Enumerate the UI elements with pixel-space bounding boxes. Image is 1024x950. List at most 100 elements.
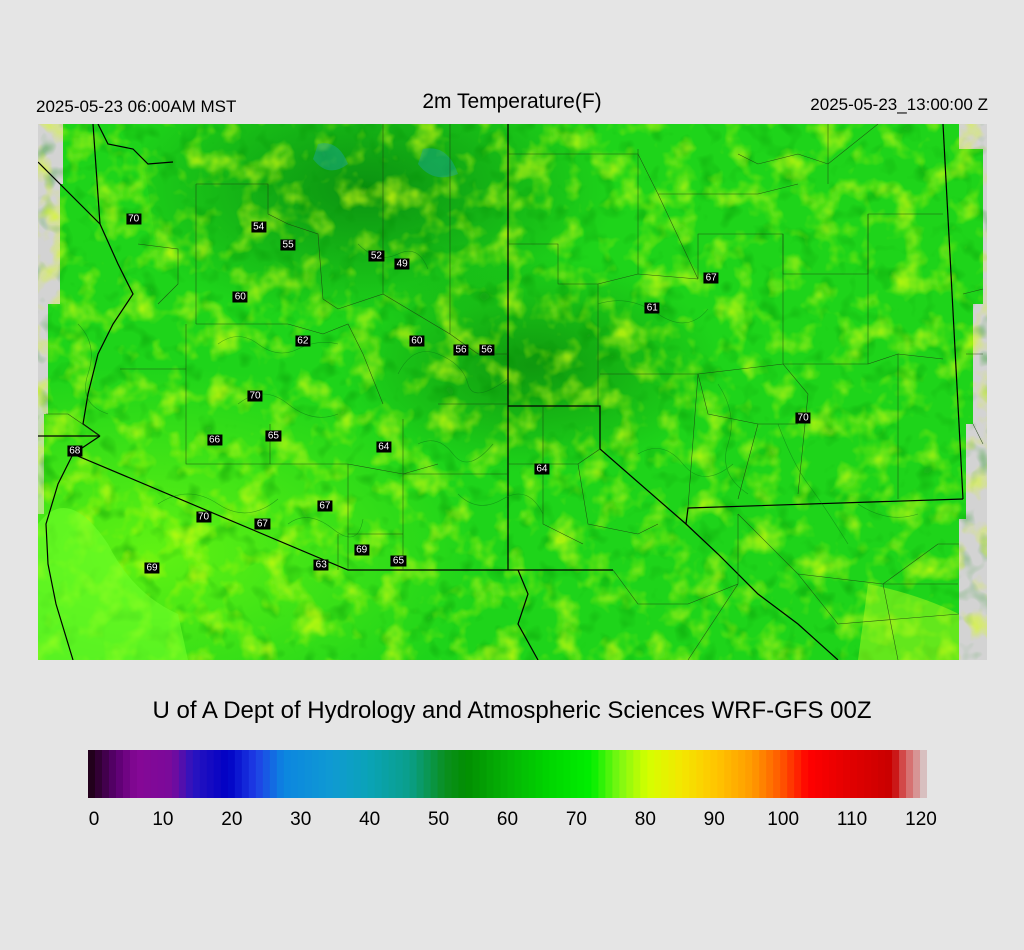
colorbar-segment <box>122 750 131 798</box>
colorbar-segment <box>276 750 285 798</box>
colorbar-segment <box>269 750 278 798</box>
colorbar-segment <box>178 750 187 798</box>
local-time-label: 2025-05-23 06:00AM MST <box>36 97 237 116</box>
colorbar-segment <box>521 750 530 798</box>
station-label: 62 <box>295 335 311 347</box>
colorbar-segment <box>605 750 613 798</box>
colorbar-segment <box>423 750 432 798</box>
colorbar-segment <box>647 750 655 798</box>
colorbar-segment <box>367 750 376 798</box>
colorbar-segment <box>829 750 837 798</box>
colorbar-segment <box>360 750 369 798</box>
colorbar-segment <box>311 750 320 798</box>
colorbar-segment <box>633 750 641 798</box>
colorbar-segment <box>920 750 927 798</box>
colorbar-segment <box>689 750 697 798</box>
station-label: 54 <box>251 221 267 233</box>
colorbar-segment <box>731 750 739 798</box>
colorbar-segment <box>241 750 250 798</box>
colorbar-segment <box>591 750 599 798</box>
valid-time-label: 2025-05-23_13:00:00 Z <box>810 95 988 114</box>
colorbar-segment <box>556 750 565 798</box>
colorbar-segment <box>766 750 774 798</box>
colorbar-segment <box>157 750 166 798</box>
station-label: 49 <box>394 258 410 269</box>
colorbar-segment <box>801 750 809 798</box>
colorbar-segment <box>234 750 243 798</box>
colorbar-segment <box>185 750 194 798</box>
colorbar-segment <box>619 750 627 798</box>
colorbar-segment <box>752 750 760 798</box>
station-label: 64 <box>534 463 550 475</box>
colorbar-tick-label: 40 <box>359 809 381 830</box>
colorbar-segment <box>577 750 586 798</box>
colorbar-segment <box>150 750 159 798</box>
colorbar-tick-label: 100 <box>767 809 800 830</box>
colorbar-segment <box>843 750 851 798</box>
colorbar-segment <box>402 750 411 798</box>
colorbar-segment <box>248 750 257 798</box>
colorbar-segment <box>696 750 704 798</box>
station-label: 56 <box>479 344 495 356</box>
station-label: 67 <box>317 500 333 512</box>
colorbar-segment <box>738 750 746 798</box>
colorbar-segment <box>773 750 781 798</box>
colorbar-segment <box>913 750 921 798</box>
colorbar-segment <box>192 750 201 798</box>
colorbar-segment <box>444 750 453 798</box>
colorbar-segment <box>850 750 858 798</box>
colorbar-segment <box>794 750 802 798</box>
station-label: 70 <box>247 390 263 402</box>
station-label: 69 <box>354 544 370 556</box>
colorbar-segment <box>654 750 662 798</box>
colorbar-segment <box>199 750 208 798</box>
colorbar-segment <box>339 750 348 798</box>
colorbar-segment <box>115 750 124 798</box>
colorbar-segment <box>479 750 488 798</box>
station-label: 65 <box>390 555 407 567</box>
colorbar-segment <box>465 750 474 798</box>
colorbar-segment <box>255 750 264 798</box>
colorbar-segment <box>88 750 96 798</box>
colorbar-tick-label: 10 <box>152 809 174 830</box>
colorbar-segment <box>297 750 306 798</box>
station-label: 70 <box>795 412 811 424</box>
colorbar-tick-label: 80 <box>634 809 656 830</box>
colorbar-tick-label: 90 <box>703 809 725 830</box>
colorbar-segment <box>871 750 879 798</box>
colorbar-segment <box>353 750 362 798</box>
colorbar-segment <box>500 750 509 798</box>
colorbar-segment <box>458 750 467 798</box>
colorbar-segment <box>570 750 579 798</box>
colorbar-segment <box>346 750 355 798</box>
colorbar-segment <box>304 750 313 798</box>
station-label: 67 <box>703 272 719 284</box>
colorbar-segment <box>885 750 893 798</box>
colorbar-segment <box>899 750 907 798</box>
colorbar-segment <box>815 750 823 798</box>
colorbar-segment <box>451 750 460 798</box>
colorbar-segment <box>822 750 830 798</box>
colorbar-segment <box>101 750 110 798</box>
colorbar-tick-label: 70 <box>565 809 587 830</box>
colorbar-segment <box>388 750 397 798</box>
colorbar-segment <box>220 750 229 798</box>
colorbar-segment <box>472 750 481 798</box>
station-label: 67 <box>254 518 270 530</box>
temperature-field <box>38 124 987 660</box>
colorbar-segment <box>430 750 439 798</box>
colorbar-segment <box>710 750 718 798</box>
station-label: 61 <box>644 302 660 314</box>
colorbar-segment <box>171 750 180 798</box>
colorbar-segment <box>661 750 669 798</box>
colorbar-segment <box>493 750 502 798</box>
colorbar-segment <box>864 750 872 798</box>
colorbar-segment <box>759 750 767 798</box>
colorbar-segment <box>717 750 725 798</box>
colorbar-segment <box>682 750 690 798</box>
colorbar-tick-label: 50 <box>428 809 450 830</box>
colorbar-segment <box>283 750 292 798</box>
colorbar-segment <box>136 750 145 798</box>
colorbar-segment <box>549 750 558 798</box>
colorbar-segment <box>780 750 788 798</box>
